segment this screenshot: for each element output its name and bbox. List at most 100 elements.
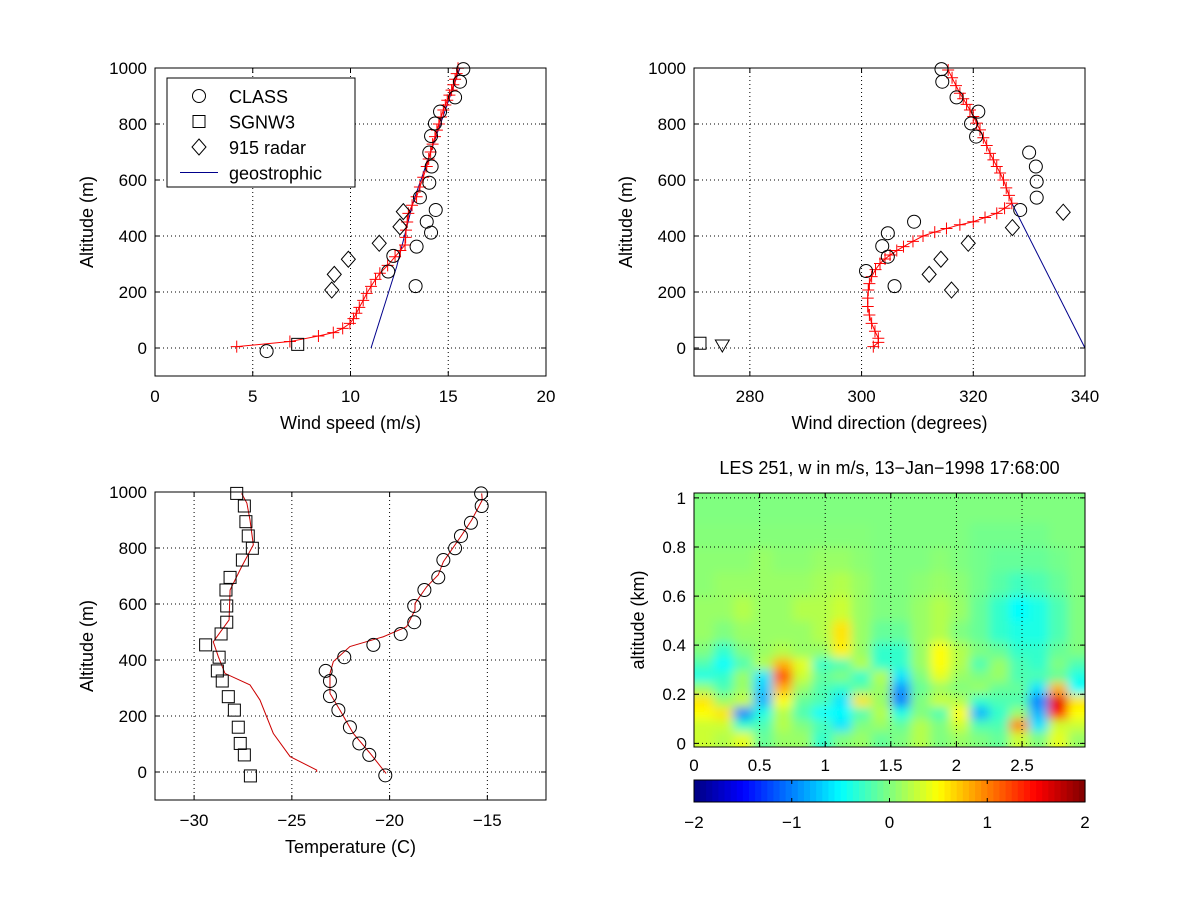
circle-marker bbox=[412, 190, 427, 205]
heatmap-cell bbox=[851, 694, 872, 708]
heatmap-cell bbox=[989, 718, 1010, 732]
heatmap-cell bbox=[713, 642, 734, 658]
heatmap-cell bbox=[733, 669, 754, 683]
heatmap-cell bbox=[969, 546, 990, 573]
heatmap-cell bbox=[831, 546, 852, 573]
heatmap-cell bbox=[949, 596, 971, 622]
colorbar-swatch bbox=[840, 780, 848, 802]
plus-marker bbox=[863, 277, 876, 290]
heatmap-cell bbox=[792, 669, 813, 683]
plus-marker bbox=[1003, 189, 1016, 202]
colorbar-swatch bbox=[975, 780, 982, 802]
colorbar-swatch bbox=[999, 780, 1007, 802]
colorbar-swatch bbox=[956, 780, 964, 802]
heatmap-cell bbox=[949, 669, 971, 683]
y-tick-label: 200 bbox=[119, 283, 147, 302]
x-tick-label: 280 bbox=[736, 387, 764, 406]
diamond-marker bbox=[1004, 218, 1021, 237]
heatmap-cell bbox=[812, 718, 833, 732]
plus-marker bbox=[406, 199, 419, 212]
series-unnamed-0 bbox=[1011, 203, 1085, 349]
y-tick-label: 1 bbox=[677, 489, 686, 508]
heatmap-cell bbox=[930, 522, 951, 548]
plus-marker bbox=[373, 267, 386, 280]
x-tick-label: −20 bbox=[375, 811, 404, 830]
heatmap-cell bbox=[890, 571, 911, 597]
heatmap-cell bbox=[733, 596, 754, 622]
plus-marker bbox=[312, 329, 325, 342]
heatmap-cell bbox=[772, 546, 793, 573]
circle-marker bbox=[352, 736, 367, 751]
heatmap-cell bbox=[1048, 493, 1069, 523]
circle-marker bbox=[424, 225, 439, 240]
heatmap-cell bbox=[753, 620, 774, 643]
heatmap-cell bbox=[733, 694, 754, 708]
triangle-marker bbox=[714, 339, 731, 354]
plus-marker bbox=[890, 244, 903, 257]
colorbar-swatch bbox=[810, 780, 817, 802]
square-marker bbox=[223, 570, 237, 584]
heatmap-cell bbox=[694, 571, 715, 597]
heatmap-cell bbox=[890, 669, 911, 683]
chart-title: LES 251, w in m/s, 13−Jan−1998 17:68:00 bbox=[719, 458, 1059, 478]
heatmap-cell bbox=[792, 546, 813, 573]
heatmap-cell bbox=[871, 546, 892, 573]
axes-2: 280 300 320 340 0 200 400 600 800 1000 Wind direct… bbox=[616, 59, 1099, 433]
heatmap-cell bbox=[1008, 642, 1030, 658]
heatmap-cell bbox=[930, 681, 951, 695]
heatmap-cell bbox=[792, 718, 813, 732]
plus-marker bbox=[357, 294, 370, 307]
legend-entry-label: 915 radar bbox=[229, 138, 306, 158]
heatmap-cell bbox=[890, 596, 911, 622]
heatmap-cell bbox=[1048, 642, 1069, 658]
series-class bbox=[259, 62, 471, 359]
series-sgnw3 bbox=[694, 336, 707, 350]
heatmap-cell bbox=[753, 546, 774, 573]
heatmap-cell bbox=[910, 731, 931, 747]
colorbar-swatch bbox=[1023, 780, 1031, 802]
heatmap-cell bbox=[871, 669, 892, 683]
heatmap-cell bbox=[812, 546, 833, 573]
heatmap-cell bbox=[812, 642, 833, 658]
heatmap-cell bbox=[949, 546, 971, 573]
heatmap-cell bbox=[890, 694, 911, 708]
colorbar-swatch bbox=[761, 780, 768, 802]
heatmap-cell bbox=[930, 596, 951, 622]
heatmap-cell bbox=[1028, 546, 1049, 573]
y-tick-label: 200 bbox=[119, 707, 147, 726]
heatmap-cell bbox=[1048, 694, 1069, 708]
heatmap-cell bbox=[772, 571, 793, 597]
y-axis-label: Altitude (m) bbox=[77, 600, 97, 692]
square-marker bbox=[245, 541, 259, 555]
circle-marker bbox=[1029, 190, 1044, 205]
heatmap-cell bbox=[1048, 620, 1069, 643]
y-tick-label: 0.6 bbox=[662, 587, 686, 606]
circle-marker bbox=[322, 674, 337, 688]
plus-marker bbox=[872, 332, 885, 345]
series-line bbox=[329, 493, 483, 774]
heatmap-cell bbox=[831, 620, 852, 643]
heatmap-cell bbox=[694, 657, 715, 671]
diamond-marker bbox=[960, 234, 976, 253]
colorbar-swatch bbox=[877, 780, 884, 802]
circle-marker bbox=[422, 175, 437, 190]
colorbar-swatch bbox=[968, 780, 976, 802]
plus-marker bbox=[865, 317, 878, 330]
heatmap-cell bbox=[792, 706, 813, 720]
heatmap-cell bbox=[713, 706, 734, 720]
heatmap-cell bbox=[733, 571, 754, 597]
heatmap-cell bbox=[733, 522, 754, 548]
colorbar-swatch bbox=[981, 780, 988, 802]
heatmap-cell bbox=[1008, 620, 1030, 643]
heatmap-cell bbox=[812, 657, 833, 671]
heatmap-cell bbox=[1028, 681, 1049, 695]
colorbar-swatch bbox=[700, 780, 707, 802]
series-group bbox=[694, 62, 1085, 354]
y-tick-label: 0 bbox=[138, 763, 147, 782]
colorbar-swatch bbox=[1078, 780, 1086, 802]
x-tick-label: 15 bbox=[439, 387, 458, 406]
heatmap-cell bbox=[910, 596, 931, 622]
series-class bbox=[859, 62, 1044, 294]
heatmap-cell bbox=[812, 522, 833, 548]
heatmap-cell bbox=[831, 694, 852, 708]
